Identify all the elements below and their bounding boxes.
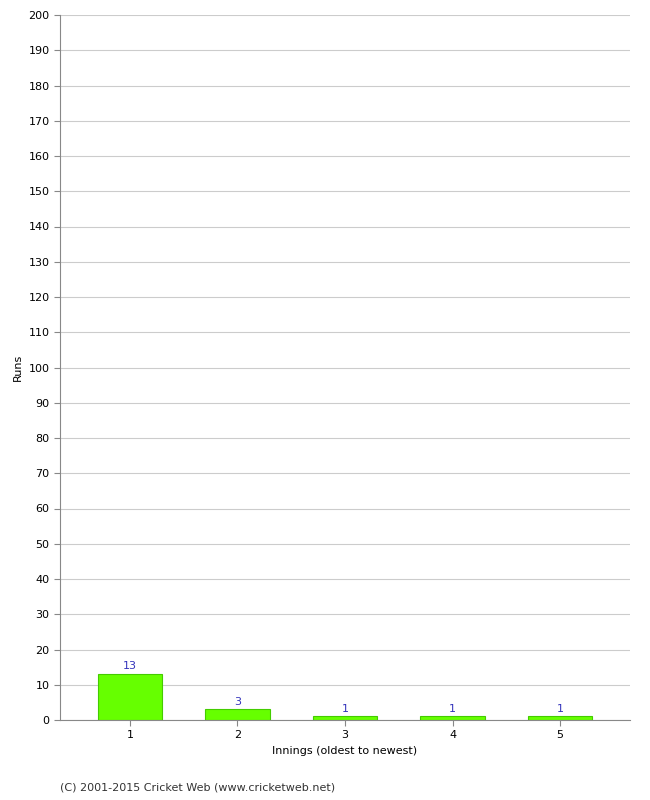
Bar [98,674,162,720]
Text: 3: 3 [234,697,241,706]
Bar [313,717,377,720]
X-axis label: Innings (oldest to newest): Innings (oldest to newest) [272,746,417,756]
Y-axis label: Runs: Runs [13,354,23,381]
Bar [205,710,270,720]
Text: 1: 1 [556,704,564,714]
Text: 1: 1 [341,704,348,714]
Text: 1: 1 [449,704,456,714]
Text: 13: 13 [123,662,137,671]
Bar [421,717,485,720]
Text: (C) 2001-2015 Cricket Web (www.cricketweb.net): (C) 2001-2015 Cricket Web (www.cricketwe… [60,782,335,792]
Bar [528,717,592,720]
